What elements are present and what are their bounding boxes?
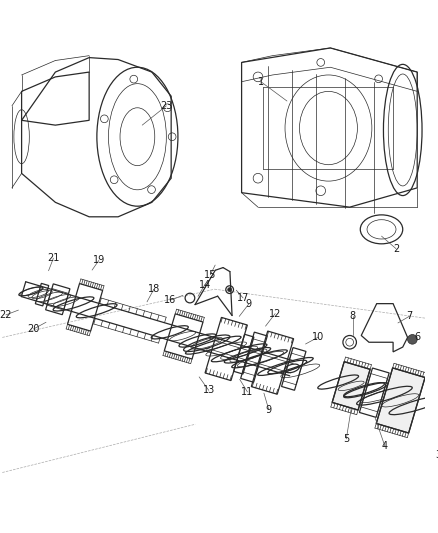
Text: 6: 6 — [414, 333, 420, 342]
Text: 21: 21 — [47, 253, 60, 263]
Text: 15: 15 — [204, 270, 216, 280]
Text: 16: 16 — [164, 295, 177, 305]
Text: 14: 14 — [199, 280, 211, 290]
Text: 4: 4 — [382, 441, 388, 451]
Text: 5: 5 — [343, 434, 350, 444]
Text: 18: 18 — [148, 284, 160, 294]
Text: 9: 9 — [266, 405, 272, 415]
Text: 9: 9 — [246, 299, 252, 309]
Text: 7: 7 — [406, 311, 413, 321]
Text: 10: 10 — [312, 332, 324, 342]
Text: 12: 12 — [269, 309, 281, 319]
Text: 22: 22 — [0, 310, 12, 320]
Text: 17: 17 — [237, 293, 249, 303]
Text: 13: 13 — [203, 385, 215, 395]
Text: 19: 19 — [93, 255, 105, 265]
Text: 11: 11 — [241, 387, 254, 397]
Text: 23: 23 — [160, 101, 173, 111]
Text: 8: 8 — [350, 311, 356, 321]
Polygon shape — [332, 362, 370, 410]
Text: 20: 20 — [27, 324, 40, 334]
Text: 2: 2 — [393, 244, 399, 254]
Text: 3: 3 — [436, 450, 438, 460]
Circle shape — [408, 335, 417, 344]
Circle shape — [228, 288, 232, 292]
Polygon shape — [376, 368, 425, 433]
Text: 1: 1 — [258, 77, 264, 87]
